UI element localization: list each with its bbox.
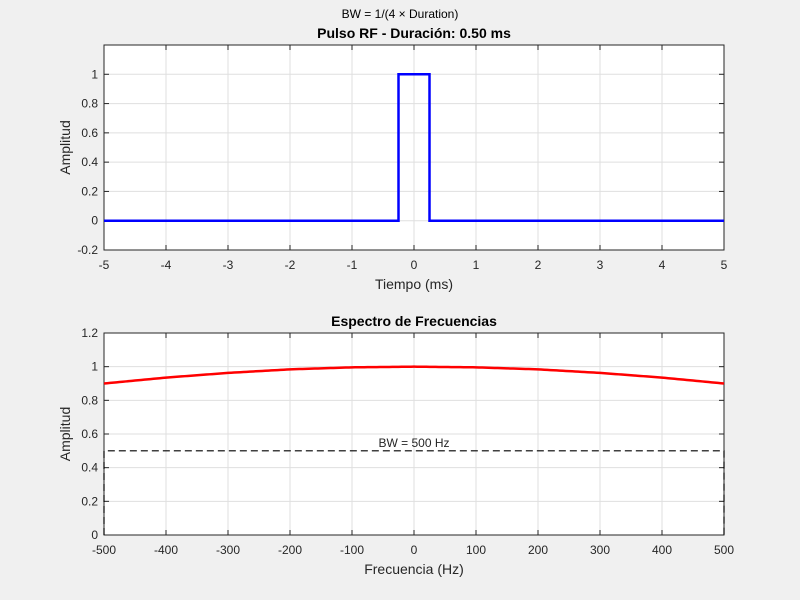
bandwidth-label: BW = 500 Hz: [378, 436, 449, 450]
time-y-tick-label: 0.2: [81, 184, 98, 198]
time-y-tick-label: 0.8: [81, 97, 98, 111]
time-x-axis-label: Tiempo (ms): [375, 276, 453, 292]
time-domain-axes: -5 -4 -3 -2 -1 0 1 2 3 4 5 -0.2 0 0.2 0.4 0.6 0.8 1 Pulso…: [57, 25, 728, 292]
time-x-tick-label: 0: [411, 258, 418, 272]
time-x-tick-label: 4: [659, 258, 666, 272]
frequency-x-tick-label: 400: [652, 543, 672, 557]
frequency-y-tick-label: 0.2: [81, 494, 98, 508]
frequency-y-tick-label: 1.2: [81, 326, 98, 340]
time-x-tick-label: -5: [99, 258, 110, 272]
frequency-x-tick-label: 200: [528, 543, 548, 557]
frequency-series: [103, 365, 725, 535]
frequency-x-tick-label: -300: [216, 543, 240, 557]
frequency-series-line: [103, 365, 725, 385]
frequency-x-axis-label: Frecuencia (Hz): [364, 561, 464, 577]
time-plot-title: Pulso RF - Duración: 0.50 ms: [317, 25, 511, 41]
time-y-tick-label: 0: [91, 214, 98, 228]
frequency-y-axis-label: Amplitud: [57, 407, 73, 461]
time-x-tick-label: -3: [223, 258, 234, 272]
time-x-tick-label: -1: [347, 258, 358, 272]
frequency-y-tick-label: 0: [91, 528, 98, 542]
time-x-tick-label: 3: [597, 258, 604, 272]
time-x-tick-label: 2: [535, 258, 542, 272]
frequency-x-tick-label: -400: [154, 543, 178, 557]
frequency-plot-title: Espectro de Frecuencias: [331, 313, 497, 329]
frequency-x-tick-label: 500: [714, 543, 734, 557]
frequency-x-tick-label: 300: [590, 543, 610, 557]
time-ticks: -5 -4 -3 -2 -1 0 1 2 3 4 5 -0.2 0 0.2 0.4 0.6 0.8 1: [77, 45, 728, 272]
time-y-axis-label: Amplitud: [57, 120, 73, 174]
frequency-x-tick-label: -100: [340, 543, 364, 557]
time-y-tick-label: 0.6: [81, 126, 98, 140]
time-x-tick-label: -4: [161, 258, 172, 272]
frequency-y-tick-label: 0.6: [81, 427, 98, 441]
time-series: [104, 73, 724, 222]
frequency-x-tick-label: 0: [411, 543, 418, 557]
frequency-y-tick-label: 0.8: [81, 393, 98, 407]
frequency-x-tick-label: -200: [278, 543, 302, 557]
time-y-tick-label: 0.4: [81, 155, 98, 169]
time-y-tick-label: 1: [91, 67, 98, 81]
figure-suptitle: BW = 1/(4 × Duration): [342, 7, 459, 21]
time-x-tick-label: 5: [721, 258, 728, 272]
time-x-tick-label: -2: [285, 258, 296, 272]
frequency-y-tick-label: 0.4: [81, 461, 98, 475]
time-x-tick-label: 1: [473, 258, 480, 272]
frequency-x-tick-label: -500: [92, 543, 116, 557]
frequency-y-tick-label: 1: [91, 360, 98, 374]
frequency-x-tick-label: 100: [466, 543, 486, 557]
frequency-domain-axes: -500 -400 -300 -200 -100 0 100 200 300 400 500 0 0.2…: [57, 313, 734, 577]
frequency-ticks: -500 -400 -300 -200 -100 0 100 200 300 400 500 0 0.2…: [81, 326, 734, 557]
time-y-tick-label: -0.2: [77, 243, 98, 257]
time-series-line: [104, 73, 724, 222]
